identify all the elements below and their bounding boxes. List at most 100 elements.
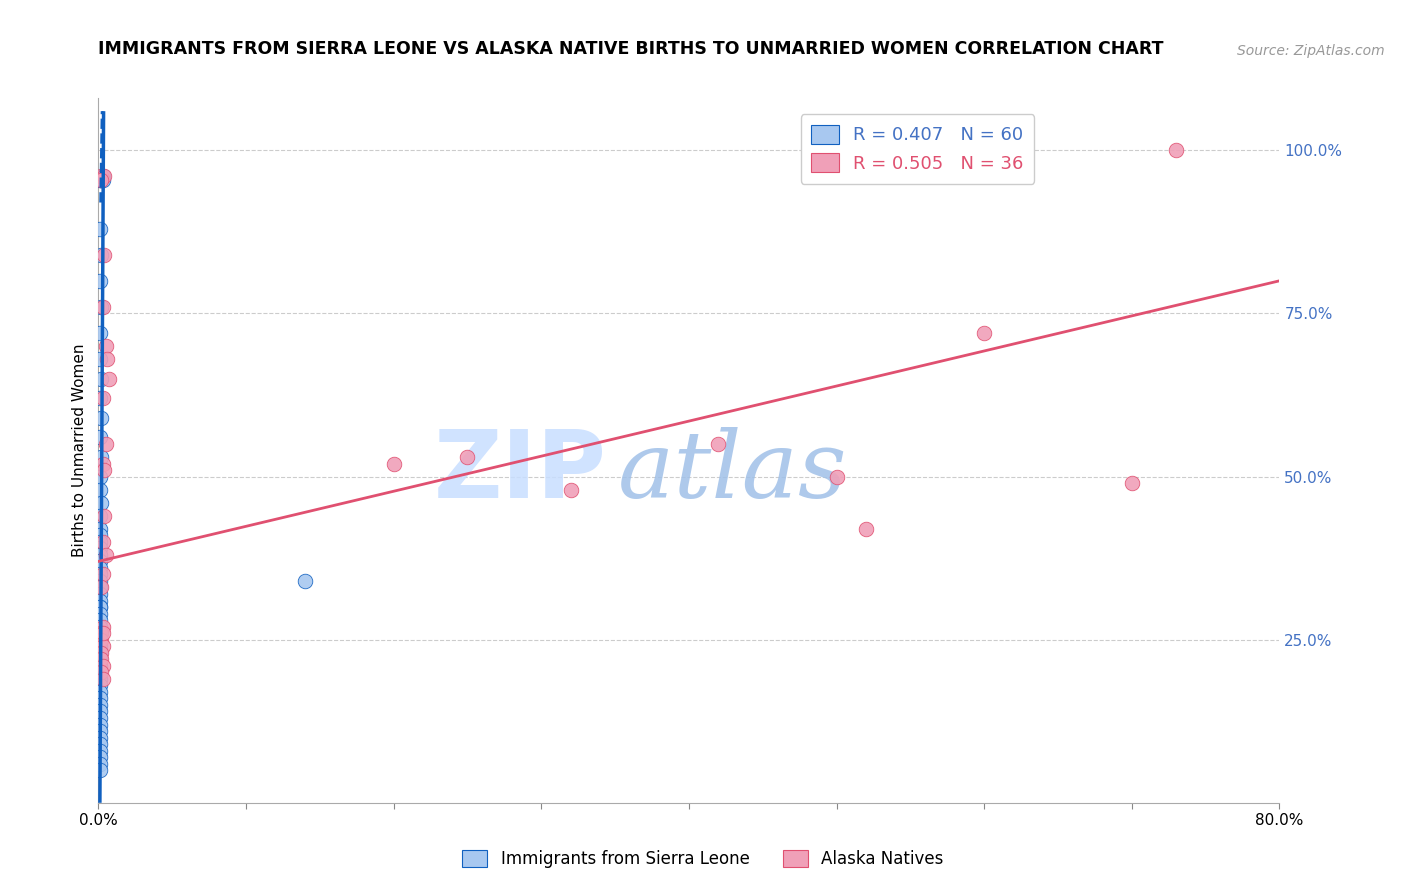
Point [93,463,115,477]
Point [89,691,111,706]
Point [89,391,111,405]
Point [89,698,111,712]
Point [89,483,111,497]
Point [89,534,111,549]
Point [89,554,111,568]
Point [89,561,111,575]
Point [560,483,582,497]
Point [89,665,111,680]
Point [89,593,111,607]
Point [91,672,114,686]
Point [89,274,111,288]
Point [89,620,111,634]
Point [89,326,111,340]
Point [90,172,112,186]
Point [93,248,115,262]
Point [89,430,111,444]
Point [89,172,111,186]
Point [89,221,111,235]
Point [93,508,115,523]
Point [89,541,111,556]
Point [89,737,111,751]
Point [89,652,111,666]
Point [89,743,111,757]
Point [91,658,114,673]
Point [89,581,111,595]
Point [90,652,112,666]
Point [89,705,111,719]
Point [456,450,478,464]
Point [855,522,877,536]
Point [89,600,111,615]
Point [89,352,111,367]
Point [89,724,111,739]
Legend: Immigrants from Sierra Leone, Alaska Natives: Immigrants from Sierra Leone, Alaska Nat… [456,843,950,875]
Point [91,300,114,314]
Y-axis label: Births to Unmarried Women: Births to Unmarried Women [72,343,87,558]
Point [89,658,111,673]
Point [90,496,112,510]
Point [90,169,112,184]
Text: ZIP: ZIP [433,425,606,517]
Point [89,567,111,582]
Text: atlas: atlas [619,426,848,516]
Point [94,339,117,353]
Point [89,548,111,562]
Point [90,450,112,464]
Point [89,613,111,627]
Point [89,717,111,731]
Point [91,567,114,582]
Point [89,678,111,692]
Point [90,248,112,262]
Point [89,685,111,699]
Point [89,574,111,588]
Point [89,528,111,542]
Point [89,522,111,536]
Point [89,756,111,771]
Point [89,711,111,725]
Point [707,437,730,451]
Point [90,410,112,425]
Point [89,626,111,640]
Point [89,607,111,621]
Point [94,548,117,562]
Point [90,665,112,680]
Point [91,391,114,405]
Point [89,672,111,686]
Point [90,372,112,386]
Point [825,469,848,483]
Point [90,626,112,640]
Point [1164,144,1187,158]
Point [89,731,111,745]
Point [90,172,112,186]
Point [89,469,111,483]
Point [91,169,114,184]
Point [89,750,111,764]
Point [382,457,405,471]
Point [90,632,112,647]
Point [89,646,111,660]
Point [89,508,111,523]
Point [91,626,114,640]
Point [90,646,112,660]
Point [91,639,114,653]
Point [96,352,118,367]
Point [91,620,114,634]
Text: IMMIGRANTS FROM SIERRA LEONE VS ALASKA NATIVE BIRTHS TO UNMARRIED WOMEN CORRELAT: IMMIGRANTS FROM SIERRA LEONE VS ALASKA N… [98,40,1164,58]
Point [91,534,114,549]
Point [89,639,111,653]
Point [89,632,111,647]
Point [91,172,114,186]
Point [90,300,112,314]
Point [90,172,112,186]
Point [91,457,114,471]
Point [1121,476,1143,491]
Point [97,372,120,386]
Text: Source: ZipAtlas.com: Source: ZipAtlas.com [1237,44,1385,58]
Point [294,574,316,588]
Point [89,763,111,777]
Point [89,600,111,615]
Legend: R = 0.407   N = 60, R = 0.505   N = 36: R = 0.407 N = 60, R = 0.505 N = 36 [800,114,1035,184]
Point [93,169,115,184]
Point [973,326,995,340]
